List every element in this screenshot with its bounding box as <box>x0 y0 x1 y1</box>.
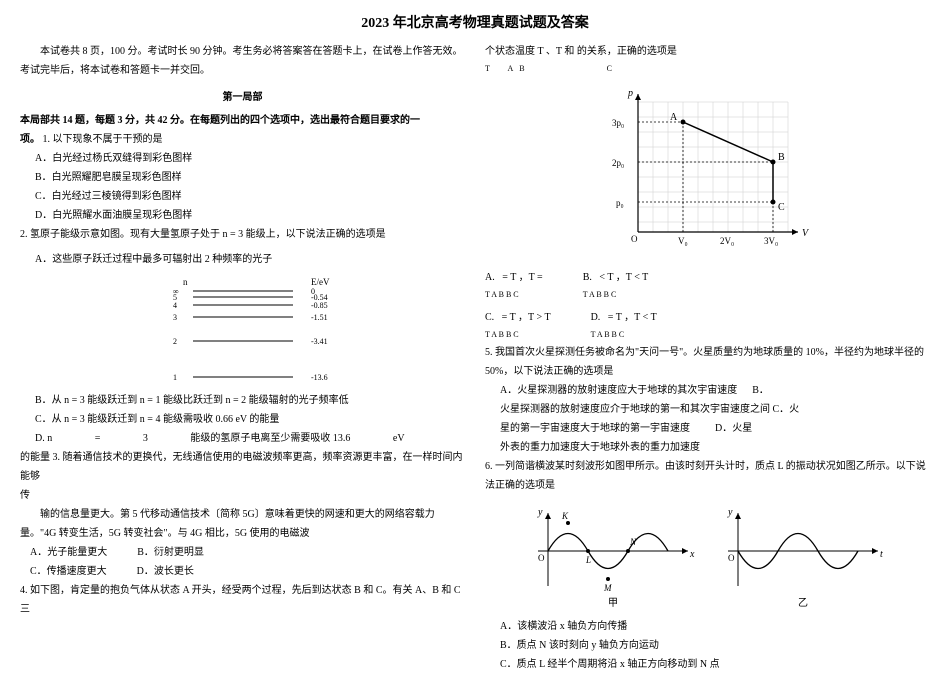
q3-options-row2: C．传播速度更大 D．波长更长 <box>30 562 465 581</box>
q2-stem: 2. 氢原子能级示意如图。现有大量氢原子处于 n = 3 能级上，以下说法正确的… <box>20 225 465 244</box>
svg-text:A: A <box>670 112 678 123</box>
q3-option-a: A．光子能量更大 <box>30 543 107 562</box>
q5-line2: 火星探测器的放射速度应介于地球的第一和其次宇宙速度之间 C．火 <box>500 400 930 419</box>
svg-text:t: t <box>880 549 883 560</box>
svg-text:E/eV: E/eV <box>311 277 330 287</box>
svg-text:p₀: p₀ <box>616 198 624 208</box>
pv-diagram: p V O p₀ 2p₀ 3p₀ V₀ 2V₀ 3V₀ A B C <box>598 82 818 262</box>
q5-line4: 外表的重力加速度大于地球外表的重力加速度 <box>500 438 930 457</box>
svg-text:N: N <box>629 537 637 547</box>
q4-options: A. = T ，T = T A B B C B. < T ，T < T T A … <box>485 268 930 302</box>
left-column: 本试卷共 8 页，100 分。考试时长 90 分钟。考生务必将答案答在答题卡上，… <box>20 42 465 674</box>
q6-option-c: C．质点 L 经半个周期将沿 x 轴正方向移动到 N 点 <box>500 655 930 674</box>
right-column: 个状态温度 T 、T 和 的关系，正确的选项是 T A B C <box>485 42 930 674</box>
page-title: 2023 年北京高考物理真题试题及答案 <box>20 12 930 32</box>
svg-text:O: O <box>538 553 545 563</box>
content-columns: 本试卷共 8 页，100 分。考试时长 90 分钟。考生务必将答案答在答题卡上，… <box>20 42 930 674</box>
q3-pre: 的能量 3. 随着通信技术的更换代，无线通信使用的电磁波频率更高，频率资源更丰富… <box>20 448 465 486</box>
svg-text:y: y <box>727 507 733 518</box>
svg-text:O: O <box>728 553 735 563</box>
part1-head: 第一局部 <box>20 88 465 107</box>
q5-line1: A．火星探测器的放射速度应大于地球的其次宇宙速度 B． <box>500 381 930 400</box>
svg-text:2V₀: 2V₀ <box>720 236 734 246</box>
svg-text:3V₀: 3V₀ <box>764 236 778 246</box>
q1-option-a: A．白光经过杨氏双缝得到彩色图样 <box>35 149 465 168</box>
svg-text:V: V <box>802 228 810 239</box>
svg-text:3p₀: 3p₀ <box>612 118 624 128</box>
svg-text:B: B <box>778 152 785 163</box>
svg-text:-1.51: -1.51 <box>311 313 328 322</box>
q3-option-d: D．波长更长 <box>137 562 194 581</box>
q3-option-c: C．传播速度更大 <box>30 562 107 581</box>
part1-desc: 本局部共 14 题，每题 3 分，共 42 分。在每题列出的四个选项中，选出最符… <box>20 111 465 130</box>
svg-text:x: x <box>689 549 695 560</box>
q6-stem: 6. 一列简谐横波某时刻波形如图甲所示。由该时刻开头计时，质点 L 的振动状况如… <box>485 457 930 495</box>
q2-option-b: B．从 n = 3 能级跃迁到 n = 1 能级比跃迁到 n = 2 能级辐射的… <box>35 391 465 410</box>
intro-text: 本试卷共 8 页，100 分。考试时长 90 分钟。考生务必将答案答在答题卡上，… <box>20 42 465 80</box>
svg-text:L: L <box>585 555 591 565</box>
svg-text:n: n <box>183 277 188 287</box>
q1-option-d: D．白光照耀水面油膜呈现彩色图样 <box>35 206 465 225</box>
svg-text:O: O <box>631 234 638 244</box>
svg-text:1: 1 <box>173 373 177 382</box>
svg-text:V₀: V₀ <box>678 236 688 246</box>
energy-level-diagram: n E/eV ∞0 5-0.54 4-0.85 3-1.51 2-3.41 1-… <box>123 275 363 385</box>
svg-text:-3.41: -3.41 <box>311 337 328 346</box>
svg-text:K: K <box>561 511 569 521</box>
svg-text:C: C <box>778 202 785 213</box>
svg-text:M: M <box>603 583 612 593</box>
wave-diagrams: y x O K L M N 甲 y t O 乙 <box>518 501 898 611</box>
svg-text:-0.85: -0.85 <box>311 301 328 310</box>
svg-text:2p₀: 2p₀ <box>612 158 624 168</box>
svg-text:y: y <box>537 507 543 518</box>
q4-sub-row: T A B C <box>485 61 930 76</box>
q3-options-row1: A．光子能量更大 B．衍射更明显 <box>30 543 465 562</box>
q5-stem: 5. 我国首次火星探测任务被命名为"天问一号"。火星质量约为地球质量的 10%，… <box>485 343 930 381</box>
q1-option-b: B．白光照耀肥皂膜呈现彩色图样 <box>35 168 465 187</box>
q5-line3: 星的第一宇宙速度大于地球的第一宇宙速度 D．火星 <box>500 419 930 438</box>
svg-text:p: p <box>627 88 633 99</box>
q3-post: 输的信息量更大。第 5 代移动通信技术〔简称 5G〕意味着更快的网速和更大的网络… <box>20 505 465 543</box>
svg-text:甲: 甲 <box>608 598 618 609</box>
svg-text:乙: 乙 <box>798 597 808 609</box>
q6-option-b: B．质点 N 该时刻向 y 轴负方向运动 <box>500 636 930 655</box>
q2-option-a: A．这些原子跃迁过程中最多可辐射出 2 种频率的光子 <box>35 250 465 269</box>
svg-text:4: 4 <box>173 301 177 310</box>
q4-stem: 4. 如下图，肯定量的抱负气体从状态 A 开头，经受两个过程，先后到达状态 B … <box>20 581 465 619</box>
q2-option-d: D. n = 3 能级的氢原子电离至少需要吸收 13.6 eV <box>35 429 465 448</box>
q3-option-b: B．衍射更明显 <box>137 543 204 562</box>
q6-option-a: A．该横波沿 x 轴负方向传播 <box>500 617 930 636</box>
q2-option-c: C．从 n = 3 能级跃迁到 n = 4 能级需吸收 0.66 eV 的能量 <box>35 410 465 429</box>
q3-mid: 传 <box>20 486 465 505</box>
svg-text:-13.6: -13.6 <box>311 373 328 382</box>
q4-right: 个状态温度 T 、T 和 的关系，正确的选项是 <box>485 42 930 61</box>
svg-text:2: 2 <box>173 337 177 346</box>
svg-text:3: 3 <box>173 313 177 322</box>
q1-option-c: C．白光经过三棱镜得到彩色图样 <box>35 187 465 206</box>
q4-options2: C. = T ，T > T T A B B C D. = T ，T < T T … <box>485 308 930 342</box>
part1-desc2: 项。 1. 以下现象不属于干预的是 <box>20 130 465 149</box>
